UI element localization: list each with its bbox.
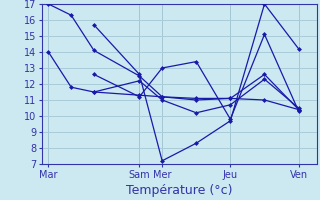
X-axis label: Température (°c): Température (°c) xyxy=(126,184,232,197)
